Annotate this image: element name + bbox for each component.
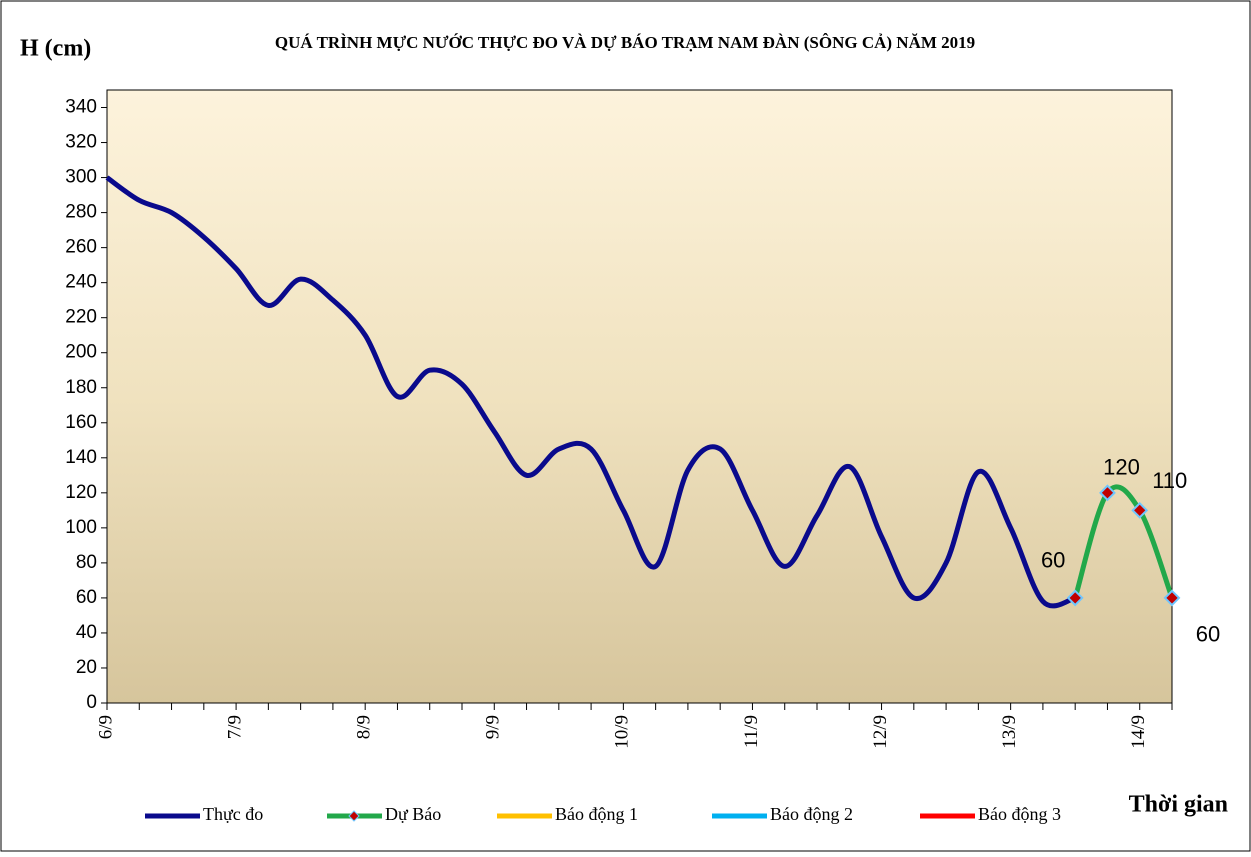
series-line [105, 175, 1076, 609]
x-tick-label: 12/9 [870, 715, 891, 749]
legend-label: Thực đo [203, 804, 263, 824]
y-tick-label: 100 [65, 517, 97, 538]
y-tick-label: 140 [65, 447, 97, 468]
y-tick-label: 300 [65, 167, 97, 188]
chart-title: QUÁ TRÌNH MỰC NƯỚC THỰC ĐO VÀ DỰ BÁO TRẠ… [275, 33, 975, 52]
x-tick-label: 14/9 [1128, 715, 1149, 749]
series-line [1072, 484, 1175, 599]
legend-label: Báo động 3 [978, 804, 1061, 824]
y-tick-label: 160 [65, 412, 97, 433]
legend-label: Dự Báo [385, 804, 441, 824]
data-label: 60 [1041, 548, 1065, 573]
y-tick-label: 240 [65, 272, 97, 293]
x-tick-label: 10/9 [612, 715, 633, 749]
marker [1099, 484, 1116, 502]
x-tick-label: 7/9 [224, 715, 245, 739]
y-tick-label: 260 [65, 237, 97, 258]
y-tick-label: 320 [65, 132, 97, 153]
x-tick-label: 6/9 [95, 715, 116, 739]
x-tick-label: 13/9 [999, 715, 1020, 749]
data-label: 60 [1196, 622, 1220, 647]
plot-area [106, 89, 1173, 704]
marker [1066, 589, 1084, 607]
y-tick-label: 280 [65, 202, 97, 223]
x-tick-label: 11/9 [741, 715, 762, 748]
legend-marker [348, 810, 360, 822]
marker [1163, 589, 1181, 607]
y-tick-label: 60 [76, 587, 97, 608]
y-tick-label: 0 [86, 692, 97, 713]
y-tick-label: 340 [65, 97, 97, 118]
data-label: 120 [1103, 455, 1140, 480]
x-tick-label: 9/9 [483, 715, 504, 739]
y-tick-label: 120 [65, 482, 97, 503]
y-axis-title: H (cm) [20, 36, 91, 62]
marker [1131, 501, 1149, 519]
x-tick-label: 8/9 [354, 715, 375, 739]
y-tick-label: 80 [76, 552, 97, 573]
legend-label: Báo động 1 [555, 804, 638, 824]
y-tick-label: 180 [65, 377, 97, 398]
legend-label: Báo động 2 [770, 804, 853, 824]
x-axis-title: Thời gian [1129, 792, 1228, 818]
y-tick-label: 220 [65, 307, 97, 328]
data-label: 110 [1152, 468, 1187, 493]
y-tick-label: 20 [76, 657, 97, 678]
y-tick-label: 200 [65, 342, 97, 363]
y-tick-label: 40 [76, 622, 97, 643]
